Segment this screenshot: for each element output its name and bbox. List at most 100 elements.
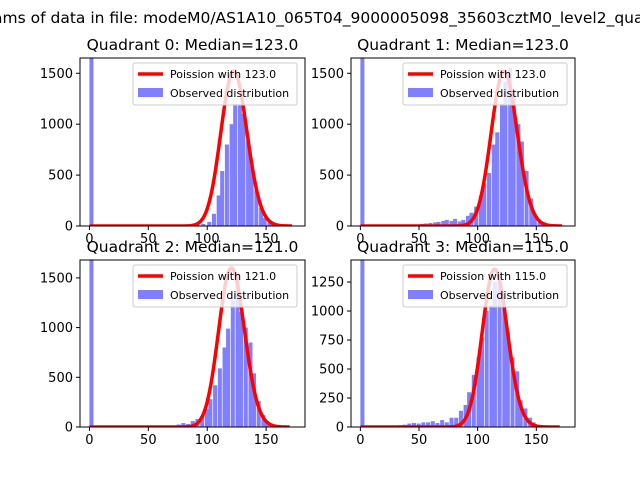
histogram-bar <box>229 124 234 226</box>
histogram-bar <box>89 260 94 427</box>
histogram-bar <box>235 272 240 427</box>
y-tick-label: 0 <box>336 421 344 436</box>
histogram-bar <box>216 195 221 226</box>
histogram-bar <box>259 207 264 226</box>
subplot-title: Quadrant 2: Median=121.0 <box>87 238 299 256</box>
histogram-bar <box>237 103 242 226</box>
x-tick-label: 100 <box>465 433 490 448</box>
y-tick-label: 500 <box>319 169 344 184</box>
axes-frame <box>350 259 576 428</box>
figure-suptitle: Histograms of data in file: modeM0/AS1A1… <box>0 9 640 28</box>
legend-label-observed: Observed distribution <box>170 289 289 302</box>
legend-label-observed: Observed distribution <box>440 289 559 302</box>
histogram-bar <box>510 357 515 427</box>
histogram-bar <box>495 132 500 226</box>
histogram-bar <box>207 221 212 226</box>
histogram-bar <box>491 144 496 226</box>
legend-label-observed: Observed distribution <box>440 87 559 100</box>
histogram-bar <box>478 195 483 226</box>
legend-bar-swatch <box>408 290 433 299</box>
subplot-quadrant-3: 0 50 100 150 0 250 500 750 1000 1250 Quadrant 3: M… <box>311 238 576 448</box>
poisson-curve <box>359 267 561 427</box>
y-tick-label: 500 <box>48 169 73 184</box>
y-tick-label: 0 <box>65 421 73 436</box>
histogram-bar <box>211 213 216 226</box>
histogram-bar <box>508 68 513 226</box>
histogram-bar <box>248 342 253 427</box>
histogram-bar <box>497 271 502 427</box>
y-tick-label: 0 <box>65 220 73 235</box>
histogram-bar <box>411 422 417 427</box>
y-tick-label: 500 <box>319 363 344 378</box>
histogram-bar <box>436 221 441 226</box>
histogram-bar <box>426 422 431 427</box>
x-tick-label: 0 <box>85 232 93 247</box>
legend: Poission with 123.0 Observed distribution <box>402 62 568 106</box>
histogram-bar <box>449 417 454 427</box>
histogram-bar <box>444 422 449 427</box>
histogram-bar <box>243 327 248 427</box>
histogram-bar <box>480 337 485 427</box>
x-tick-label: 100 <box>195 232 220 247</box>
histogram-bar <box>213 385 218 427</box>
histogram-bar <box>430 421 435 427</box>
histogram-bar <box>224 144 229 226</box>
subplot-title: Quadrant 3: Median=115.0 <box>357 238 569 256</box>
histogram-bar <box>181 423 186 427</box>
histogram-bar <box>226 328 231 427</box>
legend: Poission with 121.0 Observed distribution <box>132 264 298 308</box>
y-tick-label: 250 <box>319 392 344 407</box>
histogram-bar <box>511 93 516 226</box>
histogram-bar <box>482 183 487 226</box>
y-tick-label: 500 <box>48 371 73 386</box>
histogram-bar <box>492 282 497 427</box>
histogram-bar <box>360 260 365 427</box>
legend: Poission with 123.0 Observed distribution <box>132 62 298 106</box>
x-tick-label: 0 <box>85 433 93 448</box>
legend: Poission with 115.0 Observed distribution <box>402 264 568 308</box>
y-tick-label: 750 <box>319 334 344 349</box>
histogram-bar <box>239 311 244 427</box>
histogram-bar <box>246 140 251 226</box>
histogram-bar <box>471 374 476 427</box>
histogram-bar <box>441 220 446 226</box>
histogram-bar <box>204 409 209 427</box>
histogram-bar <box>489 305 494 427</box>
histogram-bar <box>449 220 454 226</box>
histogram-bar <box>421 422 426 427</box>
x-tick-label: 150 <box>254 433 279 448</box>
histogram-bar <box>476 357 481 427</box>
histogram-bar <box>505 331 510 427</box>
histogram-bar <box>261 415 266 427</box>
histogram-bar <box>249 165 254 226</box>
histogram-bar <box>502 306 507 427</box>
histogram-bar <box>89 58 94 226</box>
legend-frame <box>402 62 568 106</box>
x-tick-label: 0 <box>356 433 364 448</box>
y-tick-label: 1000 <box>311 305 344 320</box>
legend-label-poisson: Poission with 121.0 <box>170 270 276 283</box>
histogram-bar <box>435 422 440 427</box>
x-tick-label: 50 <box>140 433 157 448</box>
histogram-bar <box>254 189 259 226</box>
axes-frame <box>350 57 576 227</box>
histogram-bar <box>233 103 238 226</box>
x-tick-label: 0 <box>356 232 364 247</box>
legend-label-observed: Observed distribution <box>170 87 289 100</box>
y-tick-label: 1000 <box>40 118 73 133</box>
histogram-bar <box>537 221 542 226</box>
legend-frame <box>132 264 298 308</box>
histogram-bar <box>457 221 462 226</box>
legend-label-poisson: Poission with 123.0 <box>440 68 546 81</box>
y-tick-label: 1500 <box>40 67 73 82</box>
histogram-bar <box>487 173 492 226</box>
legend-bar-swatch <box>138 88 163 97</box>
x-tick-label: 150 <box>524 433 549 448</box>
x-tick-label: 150 <box>524 232 549 247</box>
histogram-bar <box>524 171 529 226</box>
